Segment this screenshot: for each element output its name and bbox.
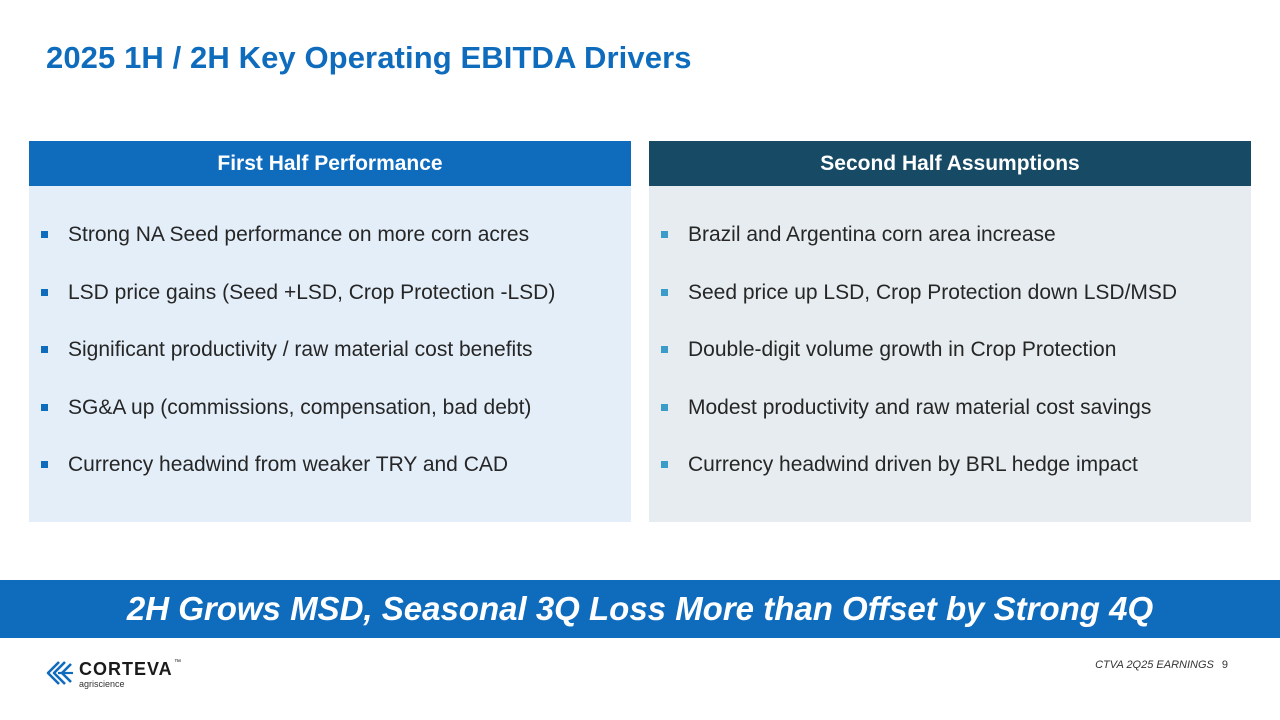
list-item: Currency headwind from weaker TRY and CA… <box>29 452 631 510</box>
page-number: 9 <box>1222 659 1228 671</box>
list-item-text: Modest productivity and raw material cos… <box>688 396 1151 419</box>
square-bullet-icon <box>41 231 48 238</box>
logo-trademark: ™ <box>174 659 181 666</box>
list-item-text: SG&A up (commissions, compensation, bad … <box>68 396 531 419</box>
square-bullet-icon <box>41 461 48 468</box>
list-item-text: Strong NA Seed performance on more corn … <box>68 223 529 246</box>
square-bullet-icon <box>661 461 668 468</box>
list-item: Currency headwind driven by BRL hedge im… <box>649 452 1251 510</box>
square-bullet-icon <box>661 231 668 238</box>
list-item-text: LSD price gains (Seed +LSD, Crop Protect… <box>68 281 555 304</box>
square-bullet-icon <box>661 404 668 411</box>
list-item-text: Currency headwind driven by BRL hedge im… <box>688 453 1138 476</box>
list-item-text: Significant productivity / raw material … <box>68 338 533 361</box>
square-bullet-icon <box>41 404 48 411</box>
second-half-list: Brazil and Argentina corn area increase … <box>649 186 1251 510</box>
square-bullet-icon <box>41 289 48 296</box>
list-item: Double-digit volume growth in Crop Prote… <box>649 337 1251 395</box>
logo-subtitle: agriscience <box>79 679 125 689</box>
list-item-text: Brazil and Argentina corn area increase <box>688 223 1056 246</box>
square-bullet-icon <box>661 289 668 296</box>
corteva-logo-icon <box>46 660 74 686</box>
first-half-list: Strong NA Seed performance on more corn … <box>29 186 631 510</box>
logo-wordmark: CORTEVA <box>79 659 173 680</box>
list-item: SG&A up (commissions, compensation, bad … <box>29 395 631 453</box>
square-bullet-icon <box>41 346 48 353</box>
list-item: Strong NA Seed performance on more corn … <box>29 222 631 280</box>
list-item: Seed price up LSD, Crop Protection down … <box>649 280 1251 338</box>
second-half-header: Second Half Assumptions <box>649 141 1251 186</box>
second-half-panel: Second Half Assumptions Brazil and Argen… <box>649 141 1251 522</box>
corteva-logo: CORTEVA ™ agriscience <box>46 658 186 690</box>
slide-footer: CTVA 2Q25 EARNINGS 9 <box>1095 659 1228 671</box>
summary-banner: 2H Grows MSD, Seasonal 3Q Loss More than… <box>0 580 1280 638</box>
footer-label: CTVA 2Q25 EARNINGS <box>1095 659 1214 671</box>
first-half-panel: First Half Performance Strong NA Seed pe… <box>29 141 631 522</box>
page-title: 2025 1H / 2H Key Operating EBITDA Driver… <box>46 40 692 76</box>
list-item-text: Seed price up LSD, Crop Protection down … <box>688 281 1177 304</box>
list-item: Significant productivity / raw material … <box>29 337 631 395</box>
list-item-text: Double-digit volume growth in Crop Prote… <box>688 338 1116 361</box>
list-item: Modest productivity and raw material cos… <box>649 395 1251 453</box>
list-item: Brazil and Argentina corn area increase <box>649 222 1251 280</box>
square-bullet-icon <box>661 346 668 353</box>
list-item-text: Currency headwind from weaker TRY and CA… <box>68 453 508 476</box>
first-half-header: First Half Performance <box>29 141 631 186</box>
list-item: LSD price gains (Seed +LSD, Crop Protect… <box>29 280 631 338</box>
